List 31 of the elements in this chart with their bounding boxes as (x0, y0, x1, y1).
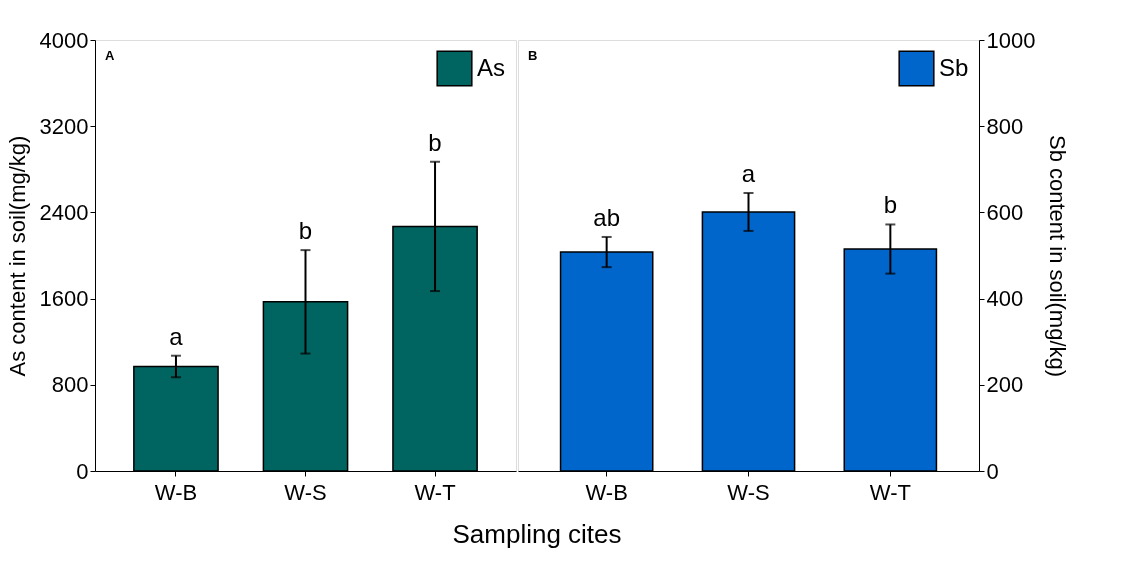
y2-tick-label: 0 (986, 458, 999, 484)
y-tick-label: 800 (51, 372, 89, 398)
legend-label: As (477, 53, 506, 81)
y2-tick-label: 400 (986, 286, 1024, 312)
x-tick-label: W-S (284, 479, 327, 505)
annotation: B (528, 48, 538, 63)
y2-tick-label: 800 (986, 113, 1024, 139)
x-tick-label: W-T (414, 479, 456, 505)
annotation: ab (593, 203, 621, 231)
x-tick-label: W-B (585, 479, 628, 505)
y-tick-label: 1600 (39, 286, 89, 312)
annotation: b (298, 217, 313, 245)
y-tick-label: 0 (76, 458, 89, 484)
annotation: a (741, 160, 756, 188)
y-axis-title: As content in soil(mg/kg) (4, 135, 30, 377)
annotation: A (105, 48, 115, 63)
x-axis-title: Sampling cites (452, 518, 622, 549)
y2-tick-label: 200 (986, 372, 1024, 398)
y2-axis-title: Sb content in soil(mg/kg) (1045, 134, 1071, 378)
x-tick-label: W-S (727, 479, 770, 505)
annotation: a (169, 322, 184, 350)
y-tick-label: 2400 (39, 199, 89, 225)
y-tick-label: 3200 (39, 113, 89, 139)
y-tick-label: 4000 (39, 27, 89, 53)
annotation: b (883, 191, 898, 219)
x-tick-label: W-T (869, 479, 911, 505)
legend-label: Sb (939, 53, 969, 81)
x-tick-label: W-B (154, 479, 198, 505)
y2-tick-label: 600 (986, 199, 1024, 225)
annotation: b (428, 128, 442, 156)
y2-tick-label: 1000 (986, 27, 1036, 53)
